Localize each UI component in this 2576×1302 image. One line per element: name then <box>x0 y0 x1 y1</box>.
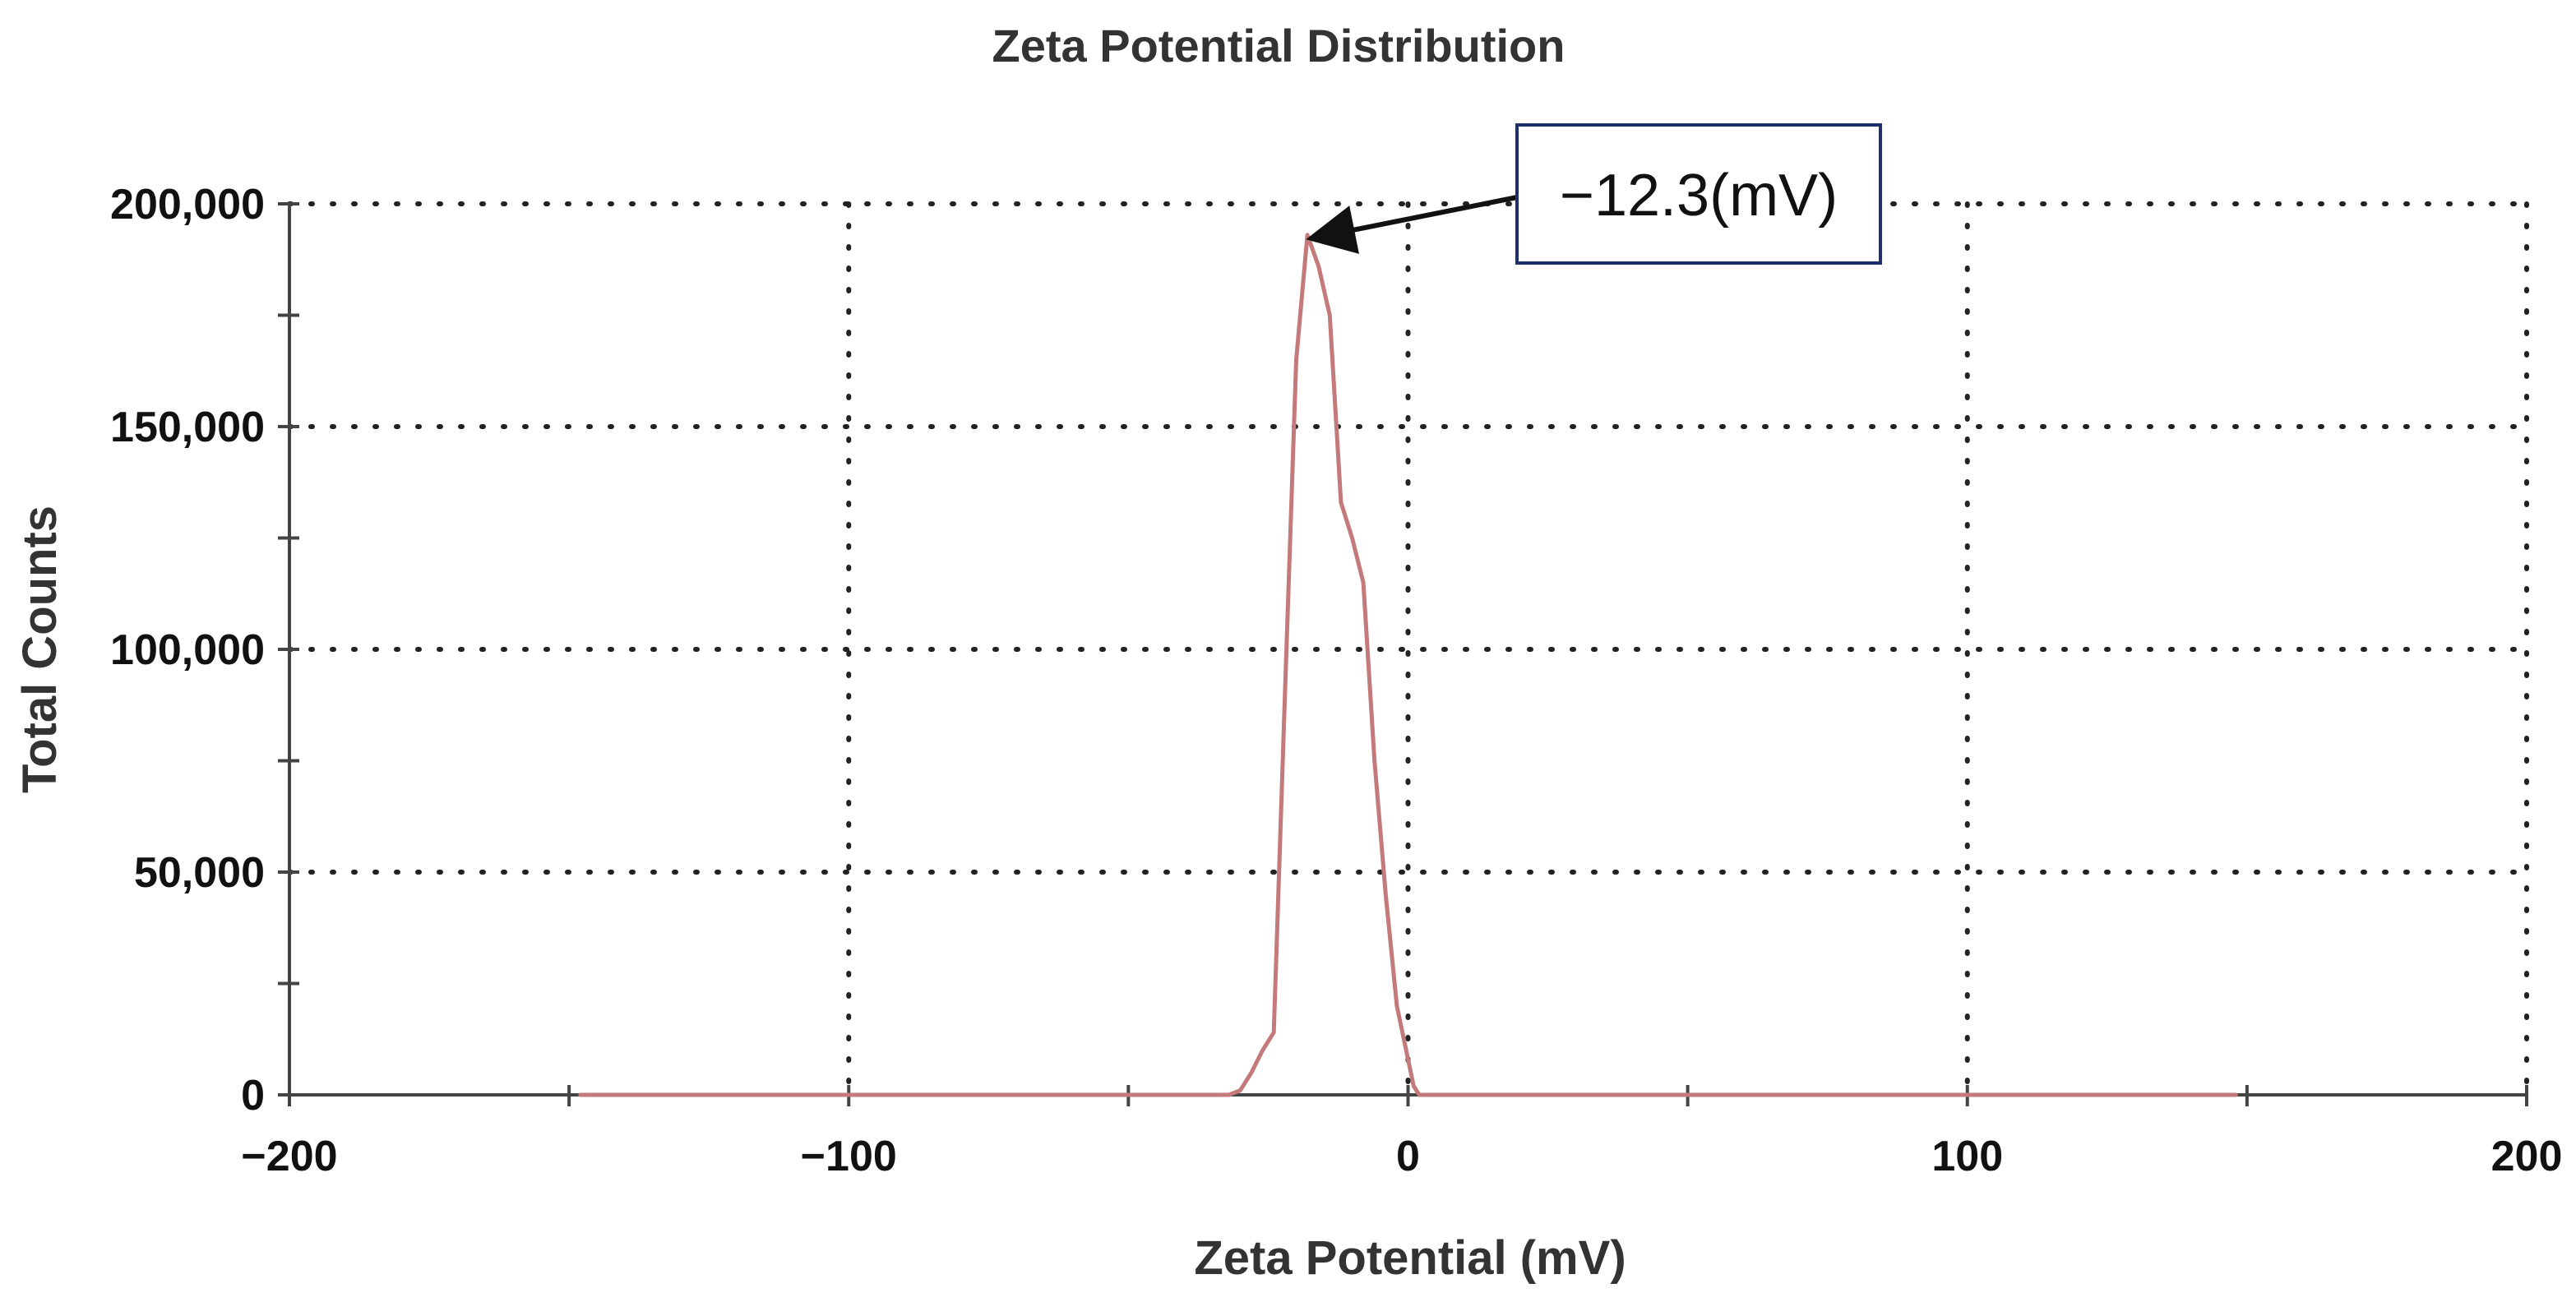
y-tick-label: 50,000 <box>134 849 265 897</box>
annotation-label: −12.3(mV) <box>1560 163 1838 229</box>
x-tick-label: 100 <box>1931 1133 2003 1180</box>
x-axis-title: Zeta Potential (mV) <box>1194 1231 1626 1285</box>
annotation-arrow <box>1306 195 1518 254</box>
y-tick-label: 150,000 <box>110 404 265 451</box>
x-tick-label: 0 <box>1396 1133 1420 1180</box>
annotation-layer: −12.3(mV) <box>1306 123 1882 265</box>
tick-labels: −200 −100 0 100 200 0 50,000 100,000 150,000 200,… <box>110 181 2562 1180</box>
x-tick-label: −100 <box>801 1133 897 1180</box>
y-tick-label: 100,000 <box>110 626 265 674</box>
series-layer <box>578 233 2238 1097</box>
grid <box>287 201 2529 1097</box>
y-axis-title: Total Counts <box>13 506 67 793</box>
series-line <box>578 233 2238 1097</box>
y-tick-label: 200,000 <box>110 181 265 229</box>
axes <box>278 202 2528 1106</box>
y-tick-label: 0 <box>241 1072 265 1120</box>
chart-title: Zeta Potential Distribution <box>992 20 1565 72</box>
x-tick-label: −200 <box>241 1133 337 1180</box>
annotation-box <box>1515 123 1882 265</box>
x-tick-label: 200 <box>2491 1133 2563 1180</box>
